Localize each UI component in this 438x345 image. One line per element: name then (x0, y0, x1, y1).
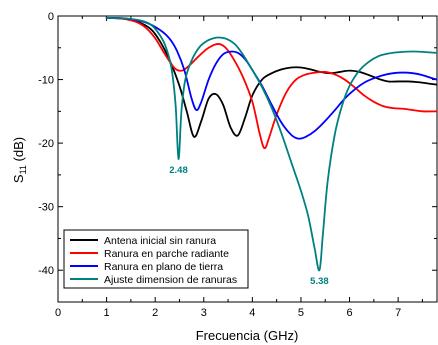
x-tick-label: 7 (395, 307, 401, 319)
dip-frequency-label: 5.38 (310, 276, 329, 287)
x-tick-label: 3 (201, 307, 207, 319)
y-tick-label: -10 (38, 75, 54, 87)
series-line-ajuste-dimension (105, 17, 437, 272)
legend-label: Antena inicial sin ranura (104, 235, 216, 247)
series-line-antena-inicial (105, 17, 437, 138)
series-layer (105, 17, 437, 272)
y-axis-title-subscript: 11 (18, 165, 28, 174)
x-tick-label: 0 (55, 307, 61, 319)
y-tick-label: 0 (48, 11, 54, 23)
dip-frequency-label: 2.48 (169, 165, 188, 176)
ticks-layer: 0 1 2 3 4 5 6 7 0 -10 -20 -30 -40 (38, 11, 437, 319)
x-tick-label: 1 (104, 307, 110, 319)
annotations-layer: 2.48 5.38 (169, 165, 328, 287)
legend-label: Ranura en plano de tierra (104, 261, 223, 273)
plot-frame (57, 15, 438, 303)
series-line-ranura-plano (105, 17, 437, 140)
x-tick-label: 2 (152, 307, 158, 319)
series-line-ranura-parche (105, 17, 437, 150)
legend-label: Ranura en parche radiante (104, 248, 229, 260)
x-tick-label: 6 (346, 307, 352, 319)
y-tick-label: -20 (38, 138, 54, 150)
legend-label: Ajuste dimension de ranuras (104, 274, 237, 286)
y-axis-title: S11 (dB) (11, 137, 28, 183)
y-axis-title-main: S (11, 174, 26, 183)
y-tick-label: -40 (38, 265, 54, 277)
x-tick-label: 5 (298, 307, 304, 319)
y-axis-title-unit: (dB) (11, 137, 26, 165)
x-tick-label: 4 (249, 307, 255, 319)
plot-frame-layer (57, 15, 438, 303)
y-tick-label: -30 (38, 202, 54, 214)
x-axis-title: Frecuencia (GHz) (196, 328, 299, 343)
